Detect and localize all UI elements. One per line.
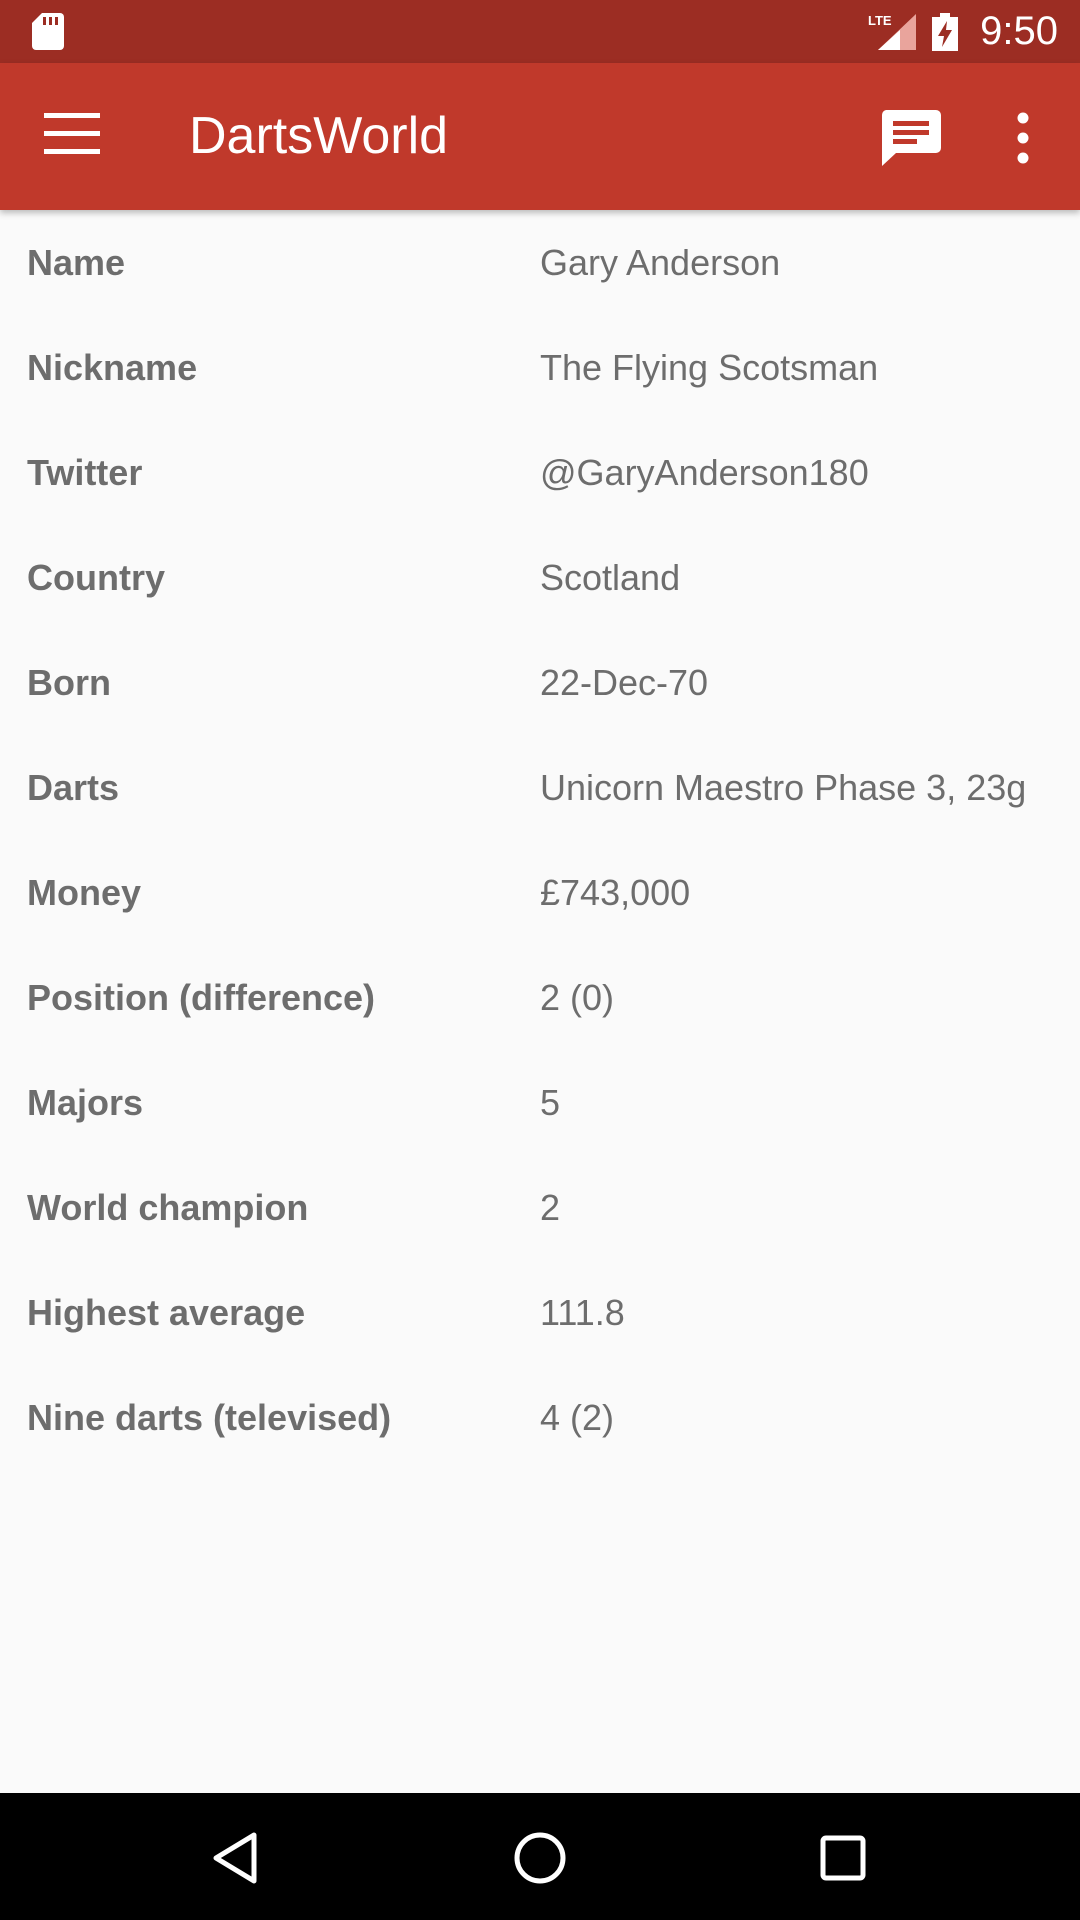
detail-label: Nickname — [27, 347, 198, 388]
app-bar: DartsWorld — [0, 63, 1080, 210]
detail-row-darts: Darts Unicorn Maestro Phase 3, 23g — [0, 735, 1080, 840]
detail-row-nine-darts: Nine darts (televised) 4 (2) — [0, 1365, 1080, 1470]
detail-row-nickname: Nickname The Flying Scotsman — [0, 315, 1080, 420]
detail-value: 4 (2) — [540, 1397, 615, 1438]
svg-text:LTE: LTE — [868, 13, 892, 28]
navigation-bar — [0, 1793, 1080, 1920]
more-vert-icon[interactable] — [1005, 108, 1041, 168]
detail-label: Twitter — [27, 452, 143, 493]
detail-label: Highest average — [27, 1292, 306, 1333]
detail-value: 2 (0) — [540, 977, 615, 1018]
detail-label: Name — [27, 242, 126, 283]
detail-value: Scotland — [540, 557, 681, 598]
detail-label: Born — [27, 662, 111, 703]
detail-row-world-champion: World champion 2 — [0, 1155, 1080, 1260]
detail-label: Nine darts (televised) — [27, 1397, 392, 1438]
detail-row-majors: Majors 5 — [0, 1050, 1080, 1155]
detail-label: Money — [27, 872, 142, 913]
sd-card-icon — [32, 13, 64, 50]
detail-label: Majors — [27, 1082, 144, 1123]
detail-label: Position (difference) — [27, 977, 376, 1018]
player-details: Name Gary Anderson Nickname The Flying S… — [0, 210, 1080, 1470]
chat-icon[interactable] — [880, 108, 942, 168]
home-circle-icon[interactable] — [505, 1823, 575, 1893]
signal-icon: LTE — [868, 13, 917, 50]
detail-value: @GaryAnderson180 — [540, 452, 869, 493]
app-title: DartsWorld — [189, 107, 449, 165]
detail-row-twitter: Twitter @GaryAnderson180 — [0, 420, 1080, 525]
detail-row-highest-average: Highest average 111.8 — [0, 1260, 1080, 1365]
back-triangle-icon[interactable] — [201, 1823, 271, 1893]
detail-value: 111.8 — [540, 1292, 625, 1333]
detail-value: 2 — [540, 1187, 561, 1228]
hamburger-menu-icon[interactable] — [44, 113, 100, 157]
status-time: 9:50 — [980, 9, 1058, 53]
detail-value: £743,000 — [540, 872, 691, 913]
detail-row-name: Name Gary Anderson — [0, 210, 1080, 315]
detail-value: 5 — [540, 1082, 561, 1123]
detail-row-position: Position (difference) 2 (0) — [0, 945, 1080, 1050]
status-bar: LTE 9:50 — [0, 0, 1080, 63]
detail-value: The Flying Scotsman — [540, 347, 879, 388]
detail-label: World champion — [27, 1187, 309, 1228]
recents-square-icon[interactable] — [808, 1823, 878, 1893]
detail-row-money: Money £743,000 — [0, 840, 1080, 945]
detail-row-country: Country Scotland — [0, 525, 1080, 630]
battery-charging-icon — [932, 12, 959, 51]
detail-row-born: Born 22-Dec-70 — [0, 630, 1080, 735]
detail-label: Country — [27, 557, 165, 598]
detail-label: Darts — [27, 767, 120, 808]
detail-value: Gary Anderson — [540, 242, 781, 283]
detail-value: Unicorn Maestro Phase 3, 23g — [540, 767, 1027, 808]
detail-value: 22-Dec-70 — [540, 662, 709, 703]
status-icons: LTE 9:50 — [868, 0, 1058, 63]
